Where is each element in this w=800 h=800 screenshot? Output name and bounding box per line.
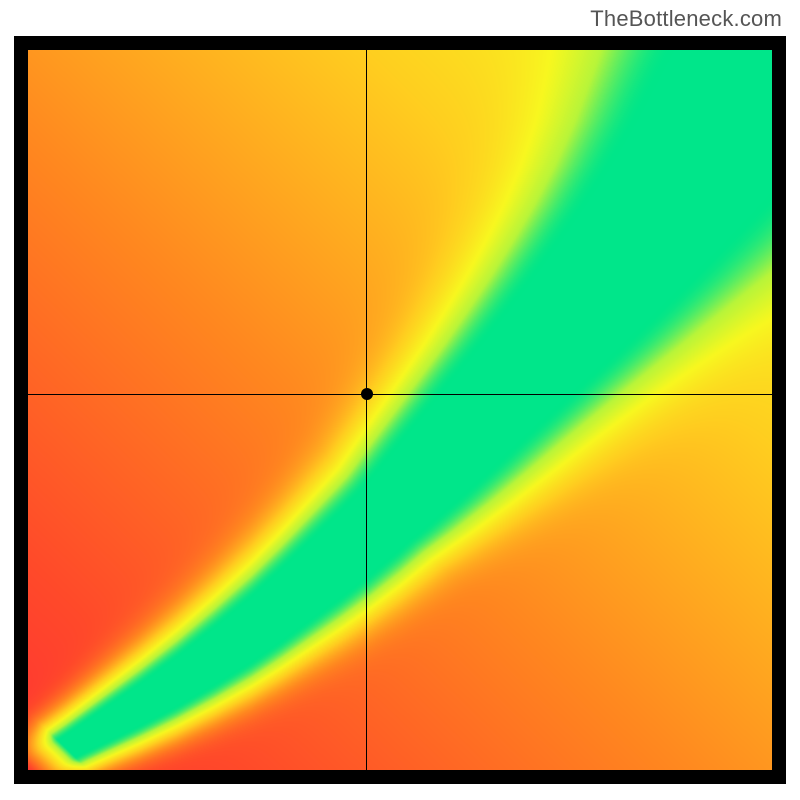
heatmap-canvas xyxy=(28,50,772,770)
watermark-text: TheBottleneck.com xyxy=(590,6,782,32)
chart-container: TheBottleneck.com xyxy=(0,0,800,800)
crosshair-horizontal xyxy=(28,394,772,395)
plot-frame xyxy=(14,36,786,784)
marker-dot xyxy=(361,388,373,400)
crosshair-vertical xyxy=(366,50,367,770)
